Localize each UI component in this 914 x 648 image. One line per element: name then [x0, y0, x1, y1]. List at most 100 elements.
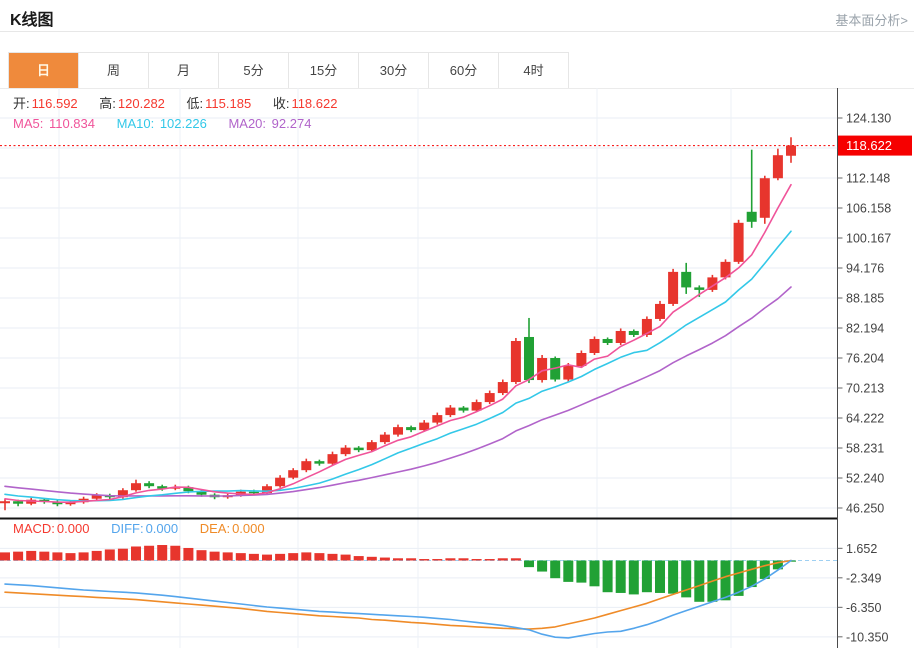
- macd-bar-positive: [484, 559, 495, 561]
- ma10-line: [4, 230, 792, 502]
- macd-bar-negative: [537, 560, 548, 572]
- macd-bar-negative: [655, 560, 665, 593]
- tab-60min[interactable]: 60分: [429, 53, 499, 88]
- candle[interactable]: [576, 350, 587, 369]
- svg-text:118.622: 118.622: [846, 138, 892, 153]
- candle[interactable]: [144, 481, 155, 489]
- macd-bar-positive: [275, 553, 286, 561]
- fundamental-analysis-link[interactable]: 基本面分析>: [835, 13, 908, 28]
- candle[interactable]: [563, 363, 574, 382]
- chart-area[interactable]: 124.130 112.148 106.158 100.167 94.176 88.185…: [0, 88, 914, 648]
- macd-bar-positive: [52, 552, 63, 561]
- macd-bar-positive: [471, 559, 482, 561]
- candle[interactable]: [484, 390, 495, 405]
- macd-bar-negative: [576, 560, 587, 583]
- macd-bar-negative: [694, 560, 705, 602]
- macd-bar-positive: [406, 558, 417, 561]
- macd-bar-negative: [681, 560, 692, 598]
- candle[interactable]: [458, 406, 469, 413]
- candle[interactable]: [353, 446, 364, 453]
- svg-text:58.231: 58.231: [846, 441, 884, 455]
- svg-text:52.240: 52.240: [846, 471, 884, 485]
- candle[interactable]: [288, 468, 299, 480]
- svg-text:46.250: 46.250: [846, 501, 884, 515]
- candle[interactable]: [445, 405, 456, 418]
- candlestick-series[interactable]: [0, 137, 796, 511]
- svg-text:88.185: 88.185: [846, 291, 884, 305]
- candle[interactable]: [681, 262, 692, 294]
- candle[interactable]: [497, 379, 508, 396]
- macd-bar-negative: [759, 560, 770, 579]
- kline-chart-canvas[interactable]: 124.130 112.148 106.158 100.167 94.176 88.185…: [0, 88, 914, 648]
- candle[interactable]: [589, 336, 600, 356]
- tab-week[interactable]: 周: [79, 53, 149, 88]
- macd-bar-negative: [602, 560, 613, 593]
- macd-bar-positive: [157, 545, 168, 561]
- candle[interactable]: [746, 149, 757, 228]
- svg-text:76.204: 76.204: [846, 351, 884, 365]
- macd-bar-negative: [641, 560, 652, 593]
- macd-bar-positive: [170, 545, 181, 561]
- candle[interactable]: [628, 329, 639, 337]
- candle[interactable]: [406, 425, 417, 433]
- candle[interactable]: [524, 317, 534, 384]
- tab-4hour[interactable]: 4时: [499, 53, 569, 88]
- candle[interactable]: [786, 137, 796, 163]
- macd-bar-positive: [104, 549, 115, 561]
- candle[interactable]: [733, 219, 744, 264]
- candle[interactable]: [419, 420, 430, 432]
- candle[interactable]: [340, 445, 351, 457]
- macd-bar-positive: [78, 552, 89, 561]
- svg-text:94.176: 94.176: [846, 261, 884, 275]
- svg-text:106.158: 106.158: [846, 201, 891, 215]
- candle[interactable]: [314, 459, 325, 466]
- price-axis: 124.130 112.148 106.158 100.167 94.176 88.185…: [837, 112, 891, 644]
- candle[interactable]: [52, 500, 63, 507]
- candle[interactable]: [720, 259, 731, 280]
- candle[interactable]: [327, 451, 338, 466]
- candle[interactable]: [602, 337, 613, 345]
- candle[interactable]: [668, 268, 679, 306]
- macd-bar-positive: [379, 557, 390, 561]
- candle[interactable]: [471, 399, 482, 413]
- candle[interactable]: [131, 479, 141, 492]
- tab-month[interactable]: 月: [149, 53, 219, 88]
- header-divider: [0, 31, 914, 32]
- tab-30min[interactable]: 30分: [359, 53, 429, 88]
- timeframe-tabbar: 日 周 月 5分 15分 30分 60分 4时: [8, 52, 569, 89]
- candle[interactable]: [379, 432, 390, 445]
- macd-bar-negative: [589, 560, 600, 587]
- tab-5min[interactable]: 5分: [219, 53, 289, 88]
- macd-bar-positive: [262, 554, 272, 561]
- macd-bar-negative: [668, 560, 679, 594]
- diff-line: [4, 559, 792, 639]
- candle[interactable]: [615, 328, 626, 345]
- candle[interactable]: [772, 148, 783, 181]
- tab-15min[interactable]: 15分: [289, 53, 359, 88]
- ma5-line: [4, 183, 792, 504]
- macd-bar-negative: [733, 560, 744, 596]
- candle[interactable]: [655, 300, 665, 321]
- candle[interactable]: [301, 458, 312, 473]
- tab-day[interactable]: 日: [9, 53, 79, 88]
- candle[interactable]: [275, 475, 286, 488]
- candle[interactable]: [537, 355, 548, 383]
- macd-bar-negative: [628, 560, 639, 595]
- macd-bar-positive: [419, 559, 430, 561]
- candle[interactable]: [707, 274, 718, 292]
- macd-bar-positive: [445, 558, 456, 561]
- candle[interactable]: [0, 499, 10, 511]
- svg-text:100.167: 100.167: [846, 231, 891, 245]
- candle[interactable]: [759, 175, 770, 224]
- candle[interactable]: [393, 424, 403, 437]
- macd-bar-positive: [144, 545, 155, 561]
- candle[interactable]: [432, 412, 443, 425]
- candle[interactable]: [510, 337, 521, 385]
- dea-line: [4, 559, 792, 630]
- tabbar-underline: [0, 88, 914, 89]
- macd-bar-positive: [209, 551, 220, 561]
- candle[interactable]: [366, 440, 377, 452]
- ma20-line: [4, 286, 792, 497]
- macd-bar-positive: [353, 556, 364, 561]
- svg-text:82.194: 82.194: [846, 321, 884, 335]
